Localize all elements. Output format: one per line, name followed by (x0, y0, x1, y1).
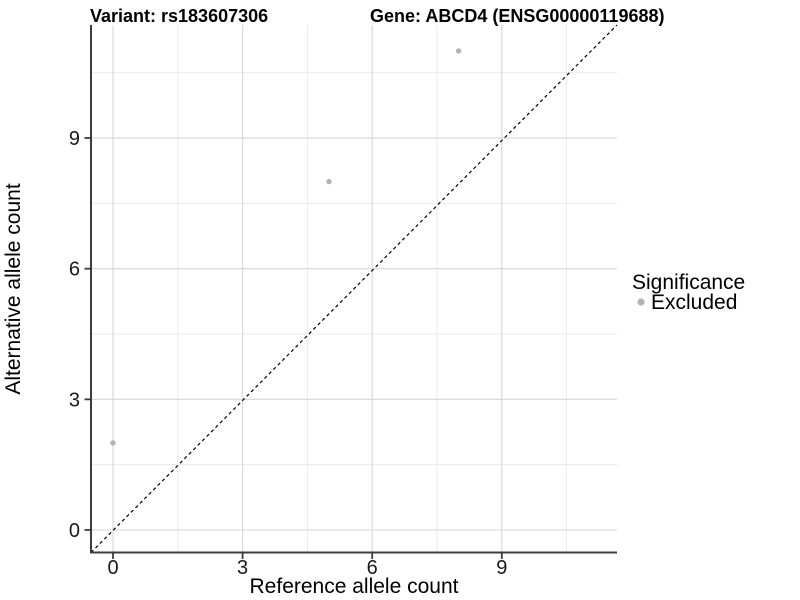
y-axis-title: Alternative allele count (2, 183, 25, 394)
legend-title: Significance (632, 271, 745, 294)
plot-title-variant: Variant: rs183607306 (90, 6, 268, 26)
plot-title-gene: Gene: ABCD4 (ENSG00000119688) (370, 6, 664, 26)
y-tick-label: 6 (69, 259, 80, 281)
axis-ticks (84, 137, 503, 559)
data-point (326, 178, 332, 185)
x-tick-label: 9 (496, 557, 507, 579)
identity-line (90, 24, 618, 553)
data-points (110, 48, 462, 446)
axis-tick-labels: 0 3 6 9 0 3 6 9 (69, 128, 507, 579)
y-tick-label: 0 (69, 520, 80, 542)
y-tick-label: 9 (69, 128, 80, 150)
legend-item-label: Excluded (651, 291, 737, 314)
x-axis-title: Reference allele count (250, 575, 459, 598)
identity-line-group (90, 24, 618, 553)
y-tick-label: 3 (69, 389, 80, 411)
data-point (110, 440, 116, 446)
data-point (455, 48, 462, 54)
gridlines-major (91, 25, 617, 553)
x-tick-label: 0 (107, 557, 118, 579)
axis-lines (90, 25, 617, 554)
x-tick-label: 6 (367, 557, 378, 579)
gridlines-minor (91, 25, 617, 553)
legend-key-dot (637, 298, 645, 306)
x-tick-label: 3 (237, 557, 248, 579)
legend: Significance Excluded (632, 271, 745, 314)
